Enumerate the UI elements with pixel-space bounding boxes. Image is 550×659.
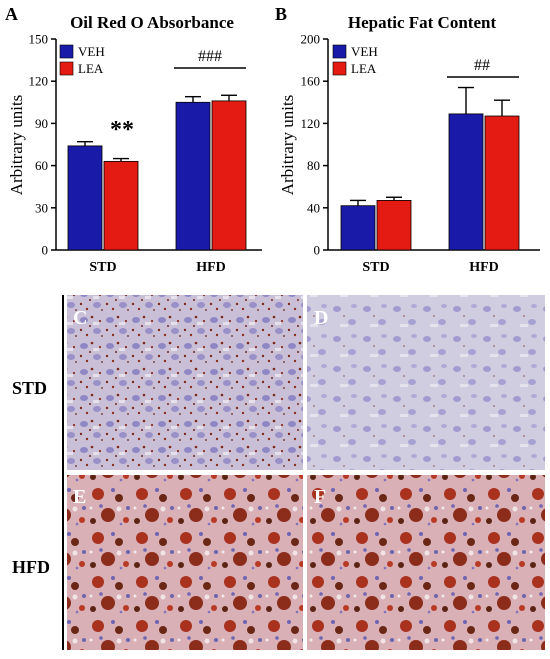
chart-a-category-label: STD <box>89 260 116 275</box>
chart-b-ytick-label: 80 <box>307 158 320 173</box>
chart-a-ylabel: Arbitrary units <box>7 95 26 196</box>
micrograph-row-label-std: STD <box>12 378 47 398</box>
micrograph-f <box>307 475 545 650</box>
chart-b-ytick-label: 0 <box>314 243 321 258</box>
chart-a-legend-veh-swatch <box>59 44 74 59</box>
chart-a-annotation-hash: ### <box>198 48 222 65</box>
chart-b-bar-veh-hfd <box>448 113 484 251</box>
chart-a-legend-lea-swatch <box>59 61 74 76</box>
chart-b-bar-lea-hfd <box>484 115 520 251</box>
chart-a-ytick-label: 90 <box>35 116 48 131</box>
chart-b-title: Hepatic Fat Content <box>348 13 497 32</box>
micrograph-grid: STD HFD C D E F <box>12 295 545 650</box>
chart-a-bar-lea-std <box>103 160 139 251</box>
chart-a-ytick-label: 150 <box>29 32 49 47</box>
micrograph-e <box>67 475 303 650</box>
chart-b-legend-lea-swatch <box>332 61 347 76</box>
micrograph-row-label-hfd: HFD <box>12 557 50 577</box>
micrograph-letter-c: C <box>73 307 87 329</box>
chart-a-annotation-stars: ** <box>110 117 134 143</box>
chart-a-legend-lea-label: LEA <box>78 61 104 76</box>
chart-b-legend-lea-label: LEA <box>351 61 377 76</box>
chart-a-title: Oil Red O Absorbance <box>70 13 234 32</box>
micrograph-letter-d: D <box>314 307 328 329</box>
chart-b-legend-veh-swatch <box>332 44 347 59</box>
chart-a-bar-lea-hfd <box>211 100 247 251</box>
panel-letter-a: A <box>5 4 18 24</box>
chart-a-ytick-label: 0 <box>42 243 49 258</box>
chart-b-category-label: STD <box>362 260 389 275</box>
chart-b-ylabel: Arbitrary units <box>278 95 297 196</box>
micrograph-d <box>307 295 545 470</box>
micrograph-letter-f: F <box>314 486 326 508</box>
chart-b-category-label: HFD <box>469 260 499 275</box>
chart-b-legend-veh-label: VEH <box>351 44 378 59</box>
chart-b-bar-lea-std <box>376 200 412 251</box>
chart-a-ytick-label: 60 <box>35 158 48 173</box>
chart-a-legend-veh-label: VEH <box>78 44 105 59</box>
chart-a-bar-veh-hfd <box>175 101 211 251</box>
micrograph-letter-e: E <box>73 486 86 508</box>
micrograph-c <box>67 295 303 470</box>
chart-panel-b: B Hepatic Fat Content Arbitrary units 0 4… <box>275 4 540 275</box>
chart-b-ytick-label: 200 <box>301 32 321 47</box>
chart-b-ytick-label: 40 <box>307 200 320 215</box>
chart-b-bar-veh-std <box>340 205 376 251</box>
chart-b-ytick-label: 160 <box>301 74 321 89</box>
chart-a-ytick-label: 30 <box>35 200 48 215</box>
chart-b-ytick-label: 120 <box>301 116 321 131</box>
chart-a-bar-veh-std <box>67 145 103 251</box>
chart-panel-a: A Oil Red O Absorbance Arbitrary units 0… <box>5 4 262 275</box>
panel-letter-b: B <box>275 4 287 24</box>
chart-a-ytick-label: 120 <box>29 74 49 89</box>
chart-b-annotation-hash: ## <box>474 57 490 74</box>
chart-a-category-label: HFD <box>196 260 226 275</box>
